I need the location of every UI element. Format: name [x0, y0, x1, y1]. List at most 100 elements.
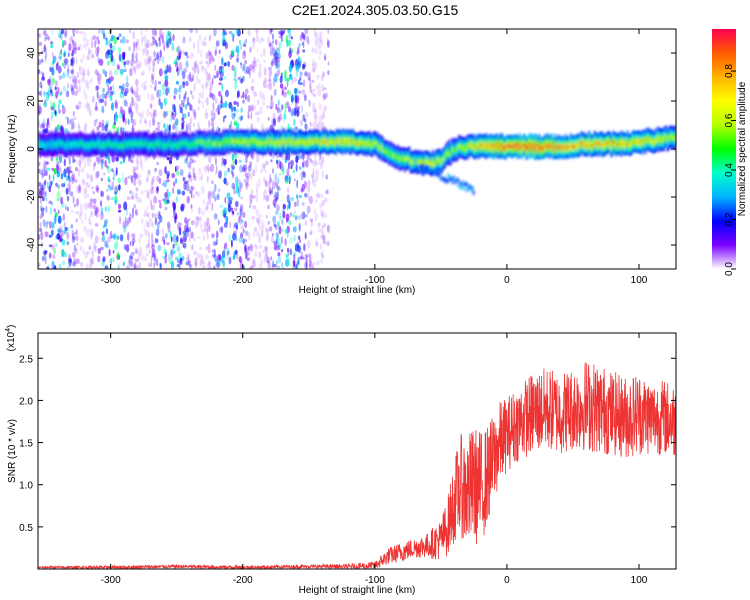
- noise-speck: [124, 216, 127, 224]
- noise-speck: [294, 201, 297, 207]
- noise-speck: [90, 210, 94, 217]
- noise-speck: [73, 244, 76, 252]
- noise-speck: [266, 232, 269, 242]
- noise-speck: [263, 163, 266, 169]
- noise-speck: [138, 45, 141, 51]
- noise-speck: [213, 213, 218, 220]
- noise-speck: [222, 116, 225, 123]
- noise-speck: [253, 105, 257, 110]
- noise-speck: [143, 213, 146, 217]
- noise-speck: [204, 42, 207, 47]
- noise-speck: [185, 91, 187, 95]
- noise-speck: [291, 94, 294, 103]
- noise-speck: [216, 194, 220, 200]
- noise-speck: [202, 260, 206, 265]
- noise-speck: [302, 170, 306, 175]
- noise-speck: [232, 233, 236, 241]
- noise-speck: [44, 191, 47, 198]
- noise-speck: [319, 152, 322, 162]
- noise-speck: [72, 195, 75, 204]
- noise-speck: [215, 46, 217, 55]
- noise-speck: [107, 165, 111, 174]
- noise-speck: [233, 81, 237, 91]
- noise-speck: [163, 97, 167, 106]
- noise-speck: [245, 181, 248, 186]
- noise-speck: [314, 213, 319, 221]
- noise-speck: [169, 36, 172, 45]
- noise-speck: [173, 121, 177, 129]
- noise-speck: [111, 181, 115, 190]
- noise-speck: [281, 169, 285, 176]
- noise-speck: [147, 92, 150, 100]
- noise-speck: [75, 104, 77, 109]
- noise-speck: [185, 261, 189, 266]
- noise-speck: [244, 230, 249, 236]
- noise-speck: [203, 227, 208, 232]
- noise-speck: [271, 117, 274, 126]
- noise-speck: [117, 177, 121, 184]
- noise-speck: [183, 93, 187, 100]
- noise-speck: [130, 118, 135, 124]
- noise-speck: [45, 33, 49, 40]
- noise-speck: [205, 222, 209, 228]
- noise-speck: [58, 29, 61, 39]
- noise-speck: [305, 35, 310, 44]
- noise-speck: [308, 99, 311, 104]
- noise-speck: [70, 191, 74, 197]
- noise-speck: [281, 227, 285, 233]
- noise-speck: [183, 234, 186, 239]
- noise-speck: [58, 103, 60, 110]
- noise-speck: [100, 246, 104, 251]
- noise-speck: [240, 224, 245, 230]
- noise-speck: [99, 73, 102, 81]
- noise-speck: [175, 125, 178, 131]
- noise-speck: [322, 155, 324, 163]
- noise-speck: [195, 223, 198, 229]
- noise-speck: [322, 94, 325, 99]
- noise-speck: [319, 155, 323, 161]
- noise-speck: [148, 232, 150, 241]
- noise-speck: [193, 63, 198, 71]
- noise-speck: [42, 219, 46, 227]
- noise-speck: [56, 124, 61, 131]
- noise-speck: [321, 229, 325, 238]
- noise-speck: [104, 70, 108, 78]
- noise-speck: [139, 174, 142, 178]
- noise-speck: [213, 265, 215, 269]
- noise-speck: [234, 222, 238, 228]
- noise-speck: [105, 228, 108, 235]
- noise-speck: [293, 235, 296, 242]
- noise-speck: [167, 173, 170, 177]
- noise-speck: [152, 95, 155, 101]
- noise-speck: [151, 175, 156, 183]
- noise-speck: [318, 34, 322, 43]
- noise-speck: [96, 90, 99, 100]
- noise-speck: [148, 262, 152, 268]
- noise-speck: [205, 81, 208, 90]
- noise-speck: [44, 255, 47, 265]
- noise-speck: [193, 82, 196, 92]
- noise-speck: [103, 32, 106, 40]
- noise-speck: [259, 234, 262, 244]
- noise-speck: [256, 182, 259, 191]
- noise-speck: [87, 232, 90, 237]
- noise-speck: [200, 223, 203, 231]
- noise-speck: [151, 249, 156, 258]
- noise-speck: [181, 190, 186, 196]
- noise-speck: [199, 257, 203, 267]
- noise-speck: [150, 113, 155, 118]
- noise-speck: [79, 104, 82, 109]
- noise-speck: [327, 70, 330, 76]
- noise-speck: [83, 164, 86, 169]
- noise-speck: [208, 224, 211, 233]
- noise-speck: [243, 50, 246, 56]
- noise-speck: [206, 217, 210, 225]
- noise-speck: [202, 38, 206, 47]
- noise-speck: [198, 100, 202, 104]
- noise-speck: [257, 99, 260, 106]
- noise-speck: [101, 158, 105, 165]
- noise-speck: [87, 184, 91, 189]
- noise-speck: [309, 262, 313, 269]
- noise-speck: [43, 44, 47, 53]
- noise-speck: [182, 255, 185, 261]
